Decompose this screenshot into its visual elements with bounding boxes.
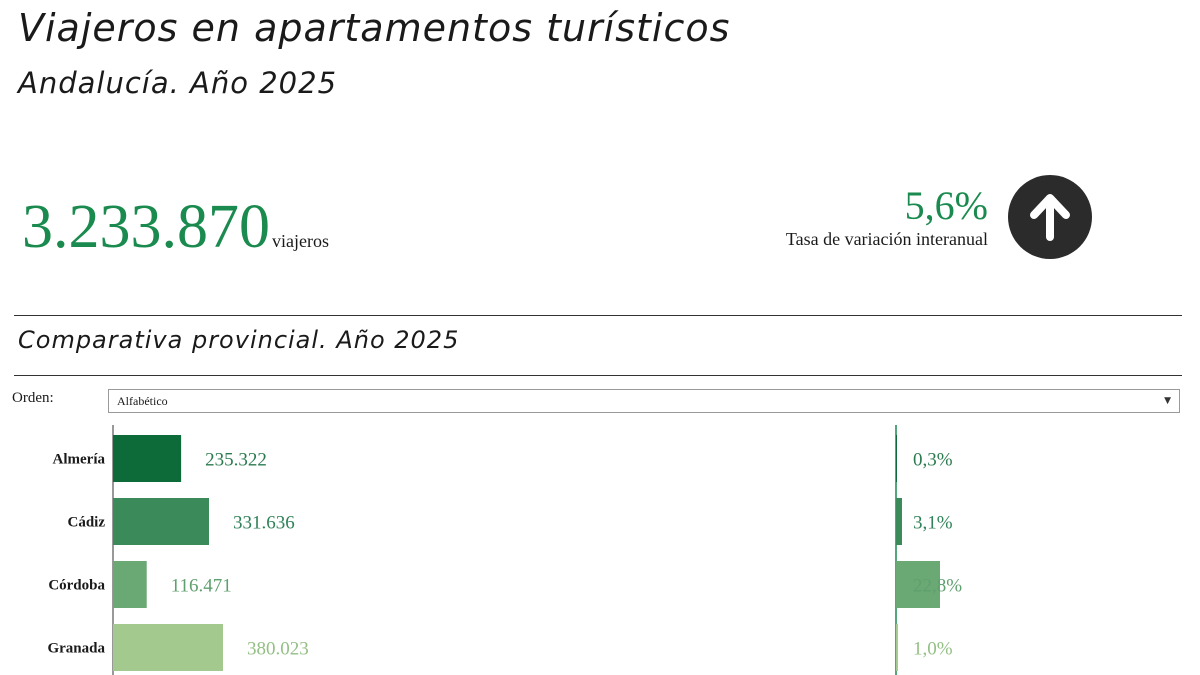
section-title: Comparativa provincial. Año 2025 [18, 326, 460, 354]
page-subtitle: Andalucía. Año 2025 [18, 66, 338, 100]
arrow-up-icon [1008, 175, 1092, 259]
variation-label: Tasa de variación interanual [785, 229, 988, 249]
total-travelers-unit: viajeros [272, 231, 329, 251]
total-travelers-kpi: 3.233.870 viajeros [22, 192, 329, 263]
travelers-bar [113, 624, 223, 671]
chevron-down-icon[interactable]: ▼ [1164, 396, 1171, 406]
variation-bar [896, 435, 897, 482]
travelers-value-label: 235.322 [205, 450, 267, 471]
order-selected-value: Alfabético [117, 393, 168, 408]
divider-bottom [14, 375, 1182, 376]
order-select[interactable]: Alfabético ▼ [108, 389, 1180, 413]
travelers-value-label: 116.471 [171, 576, 232, 597]
category-label: Córdoba [48, 578, 105, 594]
page-title: Viajeros en apartamentos turísticos [18, 6, 731, 50]
order-label: Orden: [12, 390, 54, 406]
variation-bar [896, 624, 898, 671]
variation-kpi: 5,6% Tasa de variación interanual [786, 184, 988, 250]
category-label: Granada [47, 641, 105, 657]
province-comparison-chart: Almería 235.322 0,3% Cádiz 331.636 3,1% Córdob… [47, 425, 962, 675]
variation-value-label: 0,3% [913, 450, 953, 471]
total-travelers-value: 3.233.870 [22, 193, 270, 261]
variation-value: 5,6% [904, 183, 988, 228]
travelers-value-label: 331.636 [233, 513, 295, 534]
variation-value-label: 22,8% [913, 576, 962, 597]
travelers-bar [113, 435, 182, 482]
travelers-value-label: 380.023 [247, 639, 309, 660]
variation-bar [896, 561, 940, 608]
category-label: Almería [53, 452, 106, 468]
divider-top [14, 315, 1182, 316]
travelers-bar [113, 498, 209, 545]
travelers-bar [113, 561, 147, 608]
variation-value-label: 3,1% [913, 513, 953, 534]
variation-value-label: 1,0% [913, 639, 953, 660]
variation-bar [896, 498, 902, 545]
category-label: Cádiz [68, 515, 106, 531]
